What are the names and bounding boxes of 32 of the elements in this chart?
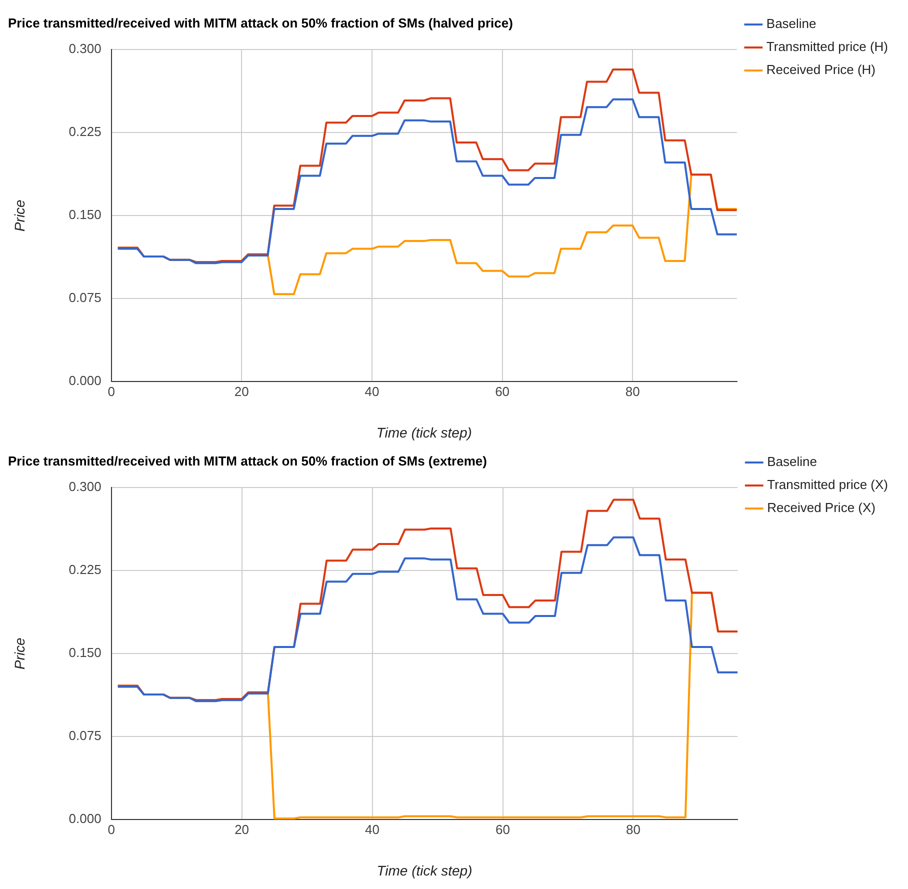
y-tick-label: 0.300 — [68, 41, 102, 56]
x-tick-label: 20 — [234, 822, 250, 837]
y-tick-label: 0.225 — [68, 124, 102, 140]
y-tick-label: 0.150 — [68, 207, 102, 222]
legend-label: Received Price (H) — [766, 62, 876, 78]
y-tick-label: 0.150 — [68, 645, 102, 660]
x-tick-label: 60 — [495, 384, 510, 399]
chart-title: Price transmitted/received with MITM attack on 50% fraction of SMs (halved price) — [8, 15, 513, 30]
legend-label: Baseline — [767, 454, 817, 470]
x-tick-label: 40 — [364, 384, 380, 399]
y-tick-label: 0.075 — [68, 290, 102, 306]
x-axis-title: Time (tick step) — [376, 862, 472, 878]
legend-label: Received Price (X) — [767, 500, 876, 516]
y-tick-label: 0.075 — [68, 728, 102, 744]
y-axis-title: Price — [11, 199, 28, 232]
x-axis-title: Time (tick step) — [376, 424, 472, 440]
x-tick-label: 0 — [108, 384, 115, 399]
x-tick-label: 80 — [626, 822, 640, 837]
x-tick-label: 0 — [108, 822, 115, 837]
legend-label: Baseline — [766, 16, 816, 32]
y-tick-label: 0.000 — [68, 373, 102, 388]
chart-title: Price transmitted/received with MITM attack on 50% fraction of SMs (extreme) — [8, 453, 487, 468]
y-tick-label: 0.300 — [68, 479, 102, 494]
legend-label: Transmitted price (X) — [767, 477, 888, 492]
legend-label: Transmitted price (H) — [766, 39, 888, 54]
x-tick-label: 80 — [625, 384, 640, 399]
y-tick-label: 0.000 — [68, 811, 102, 826]
x-tick-label: 60 — [496, 822, 510, 837]
y-axis-title: Price — [11, 637, 28, 670]
y-tick-label: 0.225 — [68, 562, 102, 578]
x-tick-label: 40 — [365, 822, 380, 837]
x-tick-label: 20 — [234, 384, 249, 399]
